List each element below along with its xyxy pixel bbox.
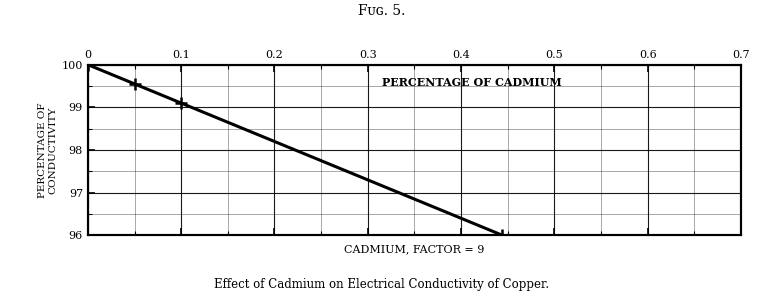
Text: Effect of Cadmium on Electrical Conductivity of Copper.: Effect of Cadmium on Electrical Conducti… [215, 278, 549, 291]
Text: Fᴜɢ. 5.: Fᴜɢ. 5. [358, 4, 406, 19]
Y-axis label: PERCENTAGE OF
CONDUCTIVITY: PERCENTAGE OF CONDUCTIVITY [38, 102, 57, 198]
X-axis label: CADMIUM, FACTOR = 9: CADMIUM, FACTOR = 9 [345, 244, 484, 254]
Text: PERCENTAGE OF CADMIUM: PERCENTAGE OF CADMIUM [382, 77, 562, 88]
